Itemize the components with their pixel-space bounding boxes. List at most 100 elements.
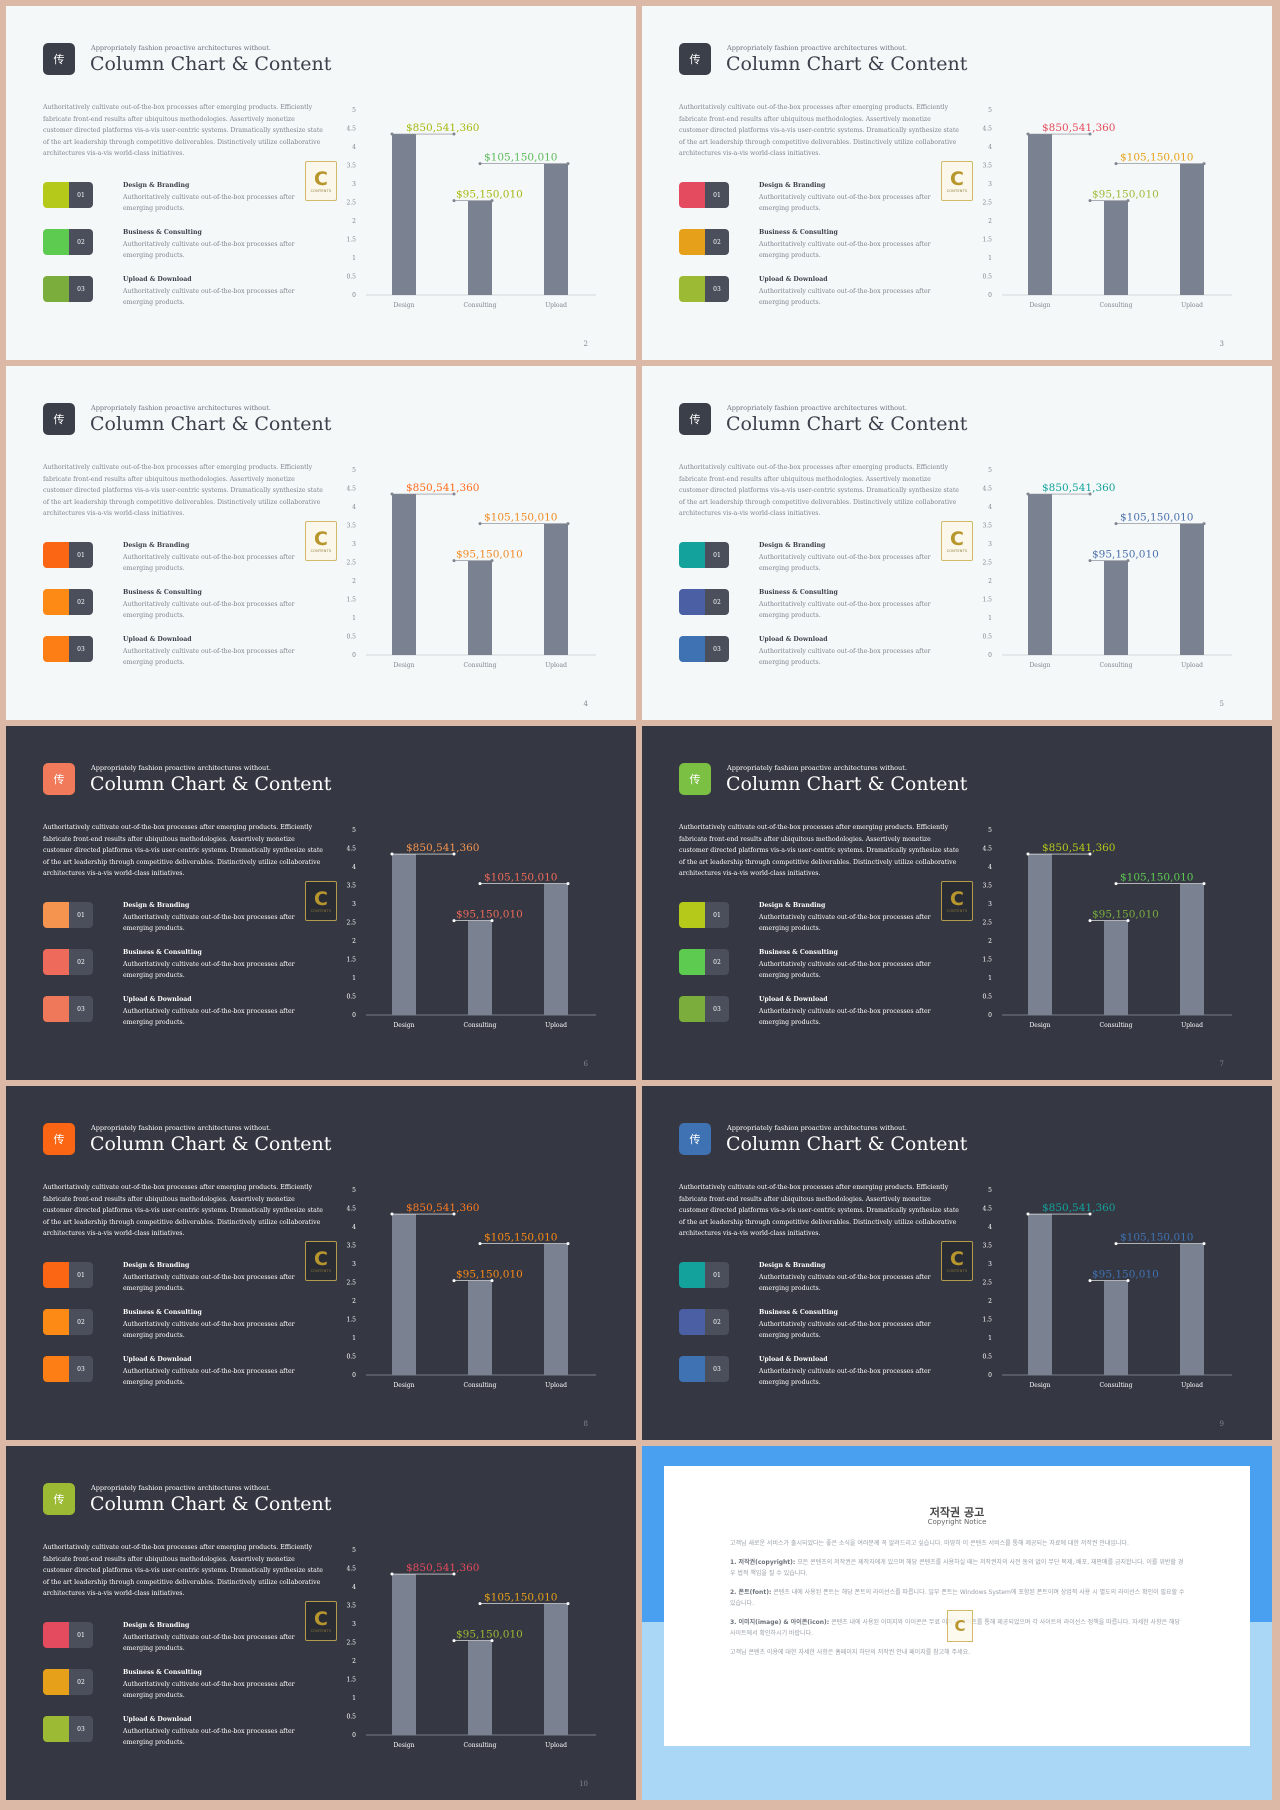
item-description: Authoritatively cultivate out-of-the-box… [123,1321,295,1339]
number-pill: 03 [43,996,93,1022]
slide-subtitle: Appropriately fashion proactive architec… [727,44,907,52]
annotation-dot [1202,162,1206,166]
number-pill: 03 [679,996,729,1022]
item-description: Authoritatively cultivate out-of-the-box… [759,648,931,666]
annotation-dot [566,162,570,166]
notice-card: 저작권 공고 Copyright Notice 고객님 새로운 서비스가 출시되었다… [664,1466,1250,1746]
slide-subtitle: Appropriately fashion proactive architec… [91,404,271,412]
y-tick-label: 1 [988,255,992,262]
copyright-notice-slide[interactable]: 저작권 공고 Copyright Notice 고객님 새로운 서비스가 출시되었다… [642,1446,1272,1800]
slide-6[interactable]: 传 Appropriately fashion proactive archite… [6,726,636,1080]
slide-title: Column Chart & Content [726,413,968,435]
notice-paragraph-text: 고객님 콘텐츠 이용에 대한 자세한 사항은 홈페이지 하단의 저작권 안내 페… [730,1649,971,1656]
value-annotation: $95,150,010 [1092,909,1159,921]
bar-upload [544,523,568,655]
notice-paragraph: 3. 이미지(image) & 아이콘(icon): 콘텐츠 내에 사용된 이미… [730,1617,1186,1639]
bar-upload [1180,163,1204,295]
badge-caption: CONTENTS [310,1629,332,1633]
item-description: Authoritatively cultivate out-of-the-box… [123,1681,295,1699]
y-tick-label: 2.5 [346,1640,356,1647]
value-annotation: $105,150,010 [484,872,557,884]
annotation-dot [490,1279,494,1283]
y-tick-label: 3 [988,541,992,548]
notice-body: 고객님 새로운 서비스가 출시되었다는 좋은 소식을 여러분께 꼭 알려드리고 … [730,1538,1186,1666]
slide-9[interactable]: 传 Appropriately fashion proactive archite… [642,1086,1272,1440]
contents-badge-logo: C CONTENTS [941,1241,973,1281]
number-pill: 02 [43,949,93,975]
column-chart: 0 0.5 1 1.5 2 2.5 3 3.5 4 4.5 5 Design Consulting Upl… [982,107,1232,309]
annotation-dot [490,199,494,203]
annotation-dot [1114,162,1118,166]
y-tick-label: 0.5 [982,274,992,281]
annotation-dot [1126,559,1130,563]
column-chart: 0 0.5 1 1.5 2 2.5 3 3.5 4 4.5 5 Design Consulting Upl… [982,1187,1232,1389]
annotation-dot [452,919,456,923]
y-tick-label: 4 [352,1584,356,1591]
notice-title: 저작권 공고 [929,1506,985,1519]
page-number: 10 [579,1780,588,1788]
y-tick-label: 2.5 [346,1280,356,1287]
y-tick-label: 3.5 [982,523,992,530]
item-title: Design & Branding [123,902,190,909]
y-tick-label: 1 [352,255,356,262]
x-tick-label: Design [393,1742,414,1749]
y-tick-label: 3 [352,901,356,908]
logo-icon: 传 [43,403,75,435]
slide-subtitle: Appropriately fashion proactive architec… [727,1124,907,1132]
body-paragraph: Authoritatively cultivate out-of-the-box… [43,464,323,517]
pill-color-swatch [679,1262,705,1288]
bar-consulting [468,560,492,655]
annotation-dot [1026,492,1030,496]
bar-design [1028,134,1052,295]
slide-7[interactable]: 传 Appropriately fashion proactive archite… [642,726,1272,1080]
notice-paragraph-text: 고객님 새로운 서비스가 출시되었다는 좋은 소식을 여러분께 꼭 알려드리고 … [730,1540,1129,1547]
slide-10[interactable]: 传 Appropriately fashion proactive archite… [6,1446,636,1800]
value-annotation: $105,150,010 [1120,512,1193,524]
item-title: Upload & Download [123,1716,192,1723]
pill-color-swatch [679,902,705,928]
bar-consulting [468,1280,492,1375]
y-tick-label: 3.5 [346,883,356,890]
x-tick-label: Upload [545,302,567,309]
badge-letter: C [950,1248,964,1270]
value-annotation: $850,541,360 [406,1562,479,1574]
badge-caption: CONTENTS [310,909,332,913]
x-tick-label: Design [393,1022,414,1029]
x-tick-label: Consulting [1100,302,1133,309]
item-description: Authoritatively cultivate out-of-the-box… [759,914,931,932]
number-pill: 03 [679,276,729,302]
pill-color-swatch [679,949,705,975]
item-title: Design & Branding [123,542,190,549]
item-title: Business & Consulting [123,1309,202,1316]
y-tick-label: 1.5 [346,597,356,604]
badge-caption: CONTENTS [310,549,332,553]
notice-paragraph-text: 모든 콘텐츠의 저작권은 제작자에게 있으며 해당 콘텐츠를 사용하실 때는 저… [730,1559,1184,1577]
annotation-dot [1088,132,1092,136]
item-title: Design & Branding [123,1622,190,1629]
slide-8[interactable]: 传 Appropriately fashion proactive archite… [6,1086,636,1440]
y-tick-label: 2.5 [982,920,992,927]
number-pill: 02 [43,1669,93,1695]
column-chart: 0 0.5 1 1.5 2 2.5 3 3.5 4 4.5 5 Design Consulting Upl… [982,467,1232,669]
pill-color-swatch [43,996,69,1022]
body-paragraph: Authoritatively cultivate out-of-the-box… [43,1184,323,1237]
logo-icon: 传 [679,1123,711,1155]
item-title: Design & Branding [123,182,190,189]
item-description: Authoritatively cultivate out-of-the-box… [123,554,295,572]
slide-2[interactable]: 传 Appropriately fashion proactive archite… [6,6,636,360]
bar-consulting [468,920,492,1015]
item-description: Authoritatively cultivate out-of-the-box… [123,914,295,932]
value-annotation: $850,541,360 [406,122,479,134]
badge-caption: CONTENTS [946,909,968,913]
slide-title: Column Chart & Content [90,413,332,435]
pill-color-swatch [679,276,705,302]
annotation-dot [490,919,494,923]
y-tick-label: 5 [352,827,356,834]
y-tick-label: 3 [352,1621,356,1628]
slide-title: Column Chart & Content [726,1133,968,1155]
y-tick-label: 0 [352,1372,356,1379]
slide-5[interactable]: 传 Appropriately fashion proactive archite… [642,366,1272,720]
item-description: Authoritatively cultivate out-of-the-box… [123,601,295,619]
slide-4[interactable]: 传 Appropriately fashion proactive archite… [6,366,636,720]
slide-3[interactable]: 传 Appropriately fashion proactive archite… [642,6,1272,360]
